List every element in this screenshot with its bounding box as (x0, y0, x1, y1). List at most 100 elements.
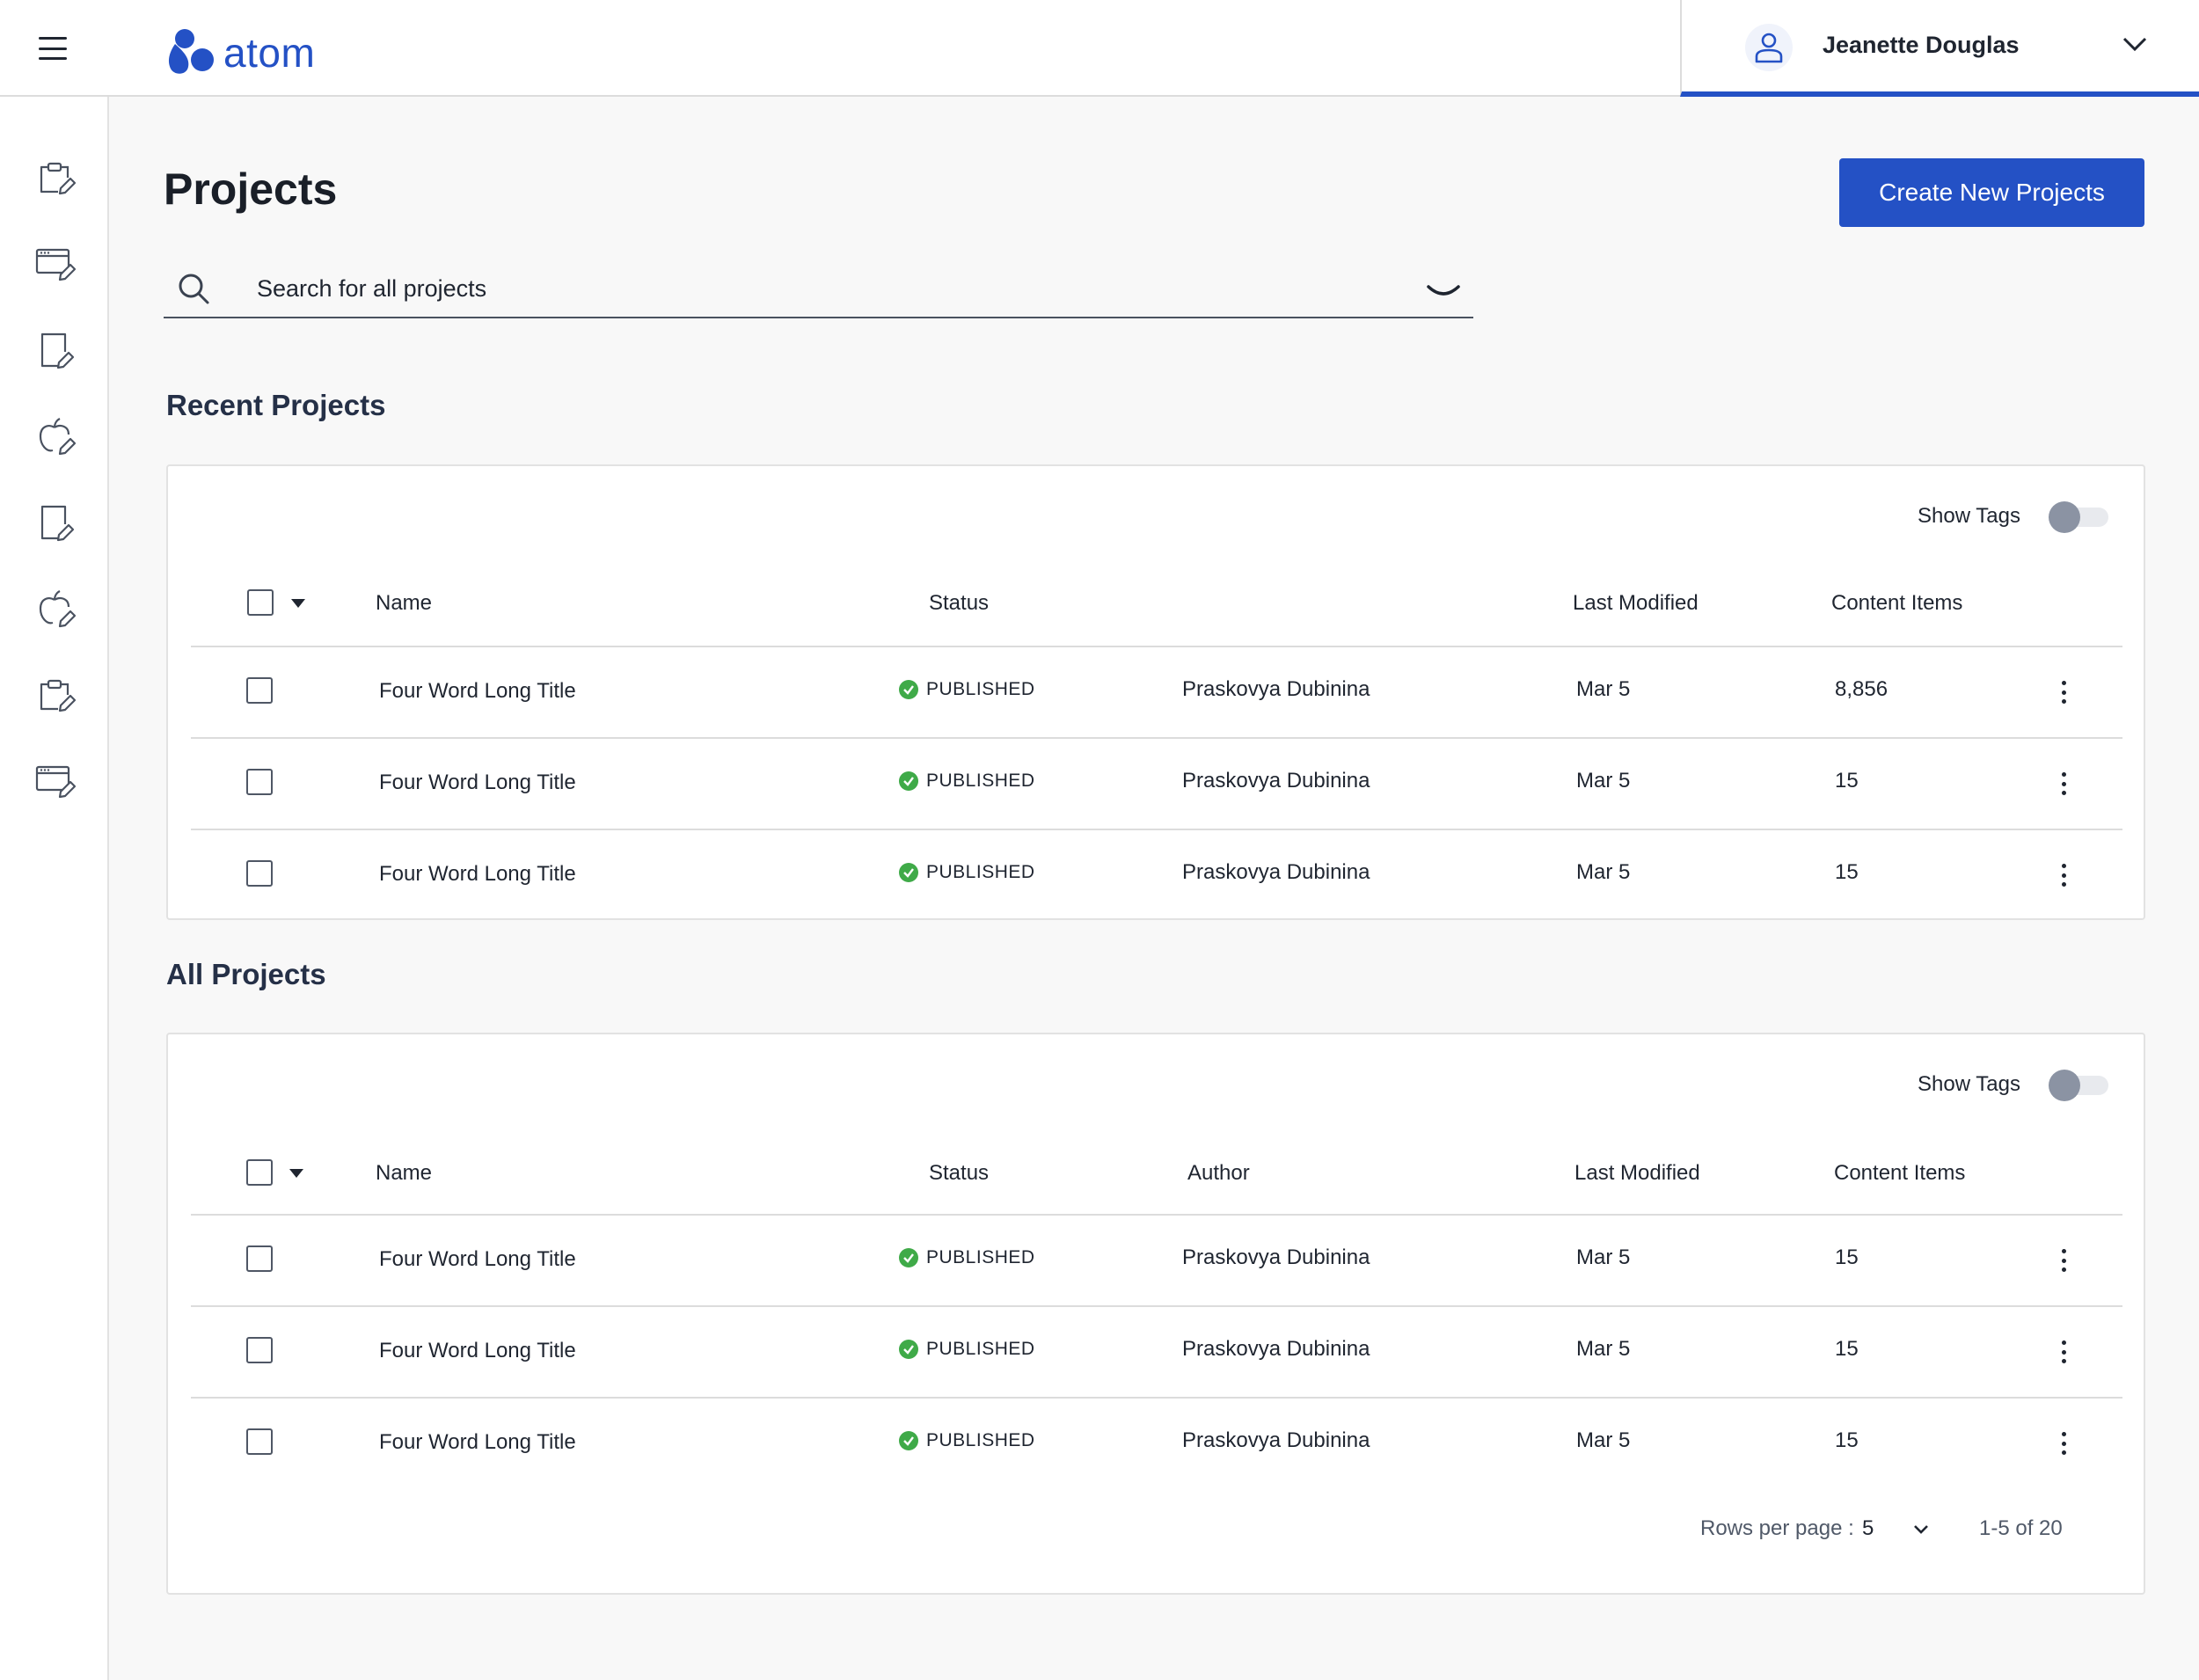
browser-edit-icon (35, 765, 77, 799)
sidebar-item-apple-edit[interactable] (33, 415, 77, 457)
table-header: Name Status Last Modified Content Items (191, 559, 2122, 647)
all-projects-table: Show Tags Name Status Author Last Modifi… (166, 1033, 2145, 1595)
logo-wordmark: atom (223, 30, 316, 76)
caret-down-icon[interactable] (291, 599, 305, 608)
table-header: Name Status Author Last Modified Content… (191, 1128, 2122, 1216)
document-edit-icon (40, 332, 75, 369)
user-name: Jeanette Douglas (1823, 32, 2020, 58)
project-name[interactable]: Four Word Long Title (379, 1430, 576, 1454)
status-text: PUBLISHED (926, 679, 1035, 699)
row-checkbox[interactable] (246, 677, 273, 704)
hamburger-menu-icon[interactable] (39, 37, 67, 60)
caret-down-icon[interactable] (289, 1169, 303, 1178)
content-items-count: 15 (1835, 860, 1859, 884)
sidebar-item-document-edit-2[interactable] (33, 501, 76, 544)
more-options-icon[interactable] (2055, 1337, 2072, 1367)
chevron-down-icon[interactable] (1911, 1523, 1931, 1536)
more-options-icon[interactable] (2055, 860, 2072, 890)
content-items-count: 15 (1835, 1245, 1859, 1269)
last-modified: Mar 5 (1576, 769, 1631, 793)
search-input[interactable] (257, 271, 1400, 306)
top-bar: atom Jeanette Douglas (0, 0, 2199, 97)
search-icon (179, 274, 209, 304)
column-header-last-modified[interactable]: Last Modified (1573, 591, 1699, 615)
last-modified: Mar 5 (1576, 1428, 1631, 1452)
recent-projects-heading: Recent Projects (166, 389, 386, 421)
status-badge: PUBLISHED (899, 1247, 1035, 1268)
author: Praskovya Dubinina (1182, 860, 1370, 884)
status-badge: PUBLISHED (899, 1339, 1035, 1360)
sidebar-item-apple-edit-2[interactable] (33, 588, 77, 630)
document-edit-icon (40, 505, 75, 542)
sidebar-item-browser-edit-2[interactable] (33, 760, 77, 802)
check-circle-icon (899, 1431, 918, 1450)
column-header-author[interactable]: Author (1187, 1161, 1250, 1185)
column-header-content-items[interactable]: Content Items (1834, 1161, 1966, 1185)
project-name[interactable]: Four Word Long Title (379, 1339, 576, 1362)
search-bar (164, 262, 1473, 318)
author: Praskovya Dubinina (1182, 769, 1370, 793)
select-all-checkbox[interactable] (247, 589, 274, 616)
rows-per-page-value[interactable]: 5 (1862, 1516, 1874, 1540)
more-options-icon[interactable] (2055, 1245, 2072, 1275)
sidebar-item-clipboard-edit[interactable] (33, 157, 77, 199)
check-circle-icon (899, 1340, 918, 1359)
table-row[interactable]: Four Word Long Title PUBLISHED Praskovya… (191, 1307, 2122, 1399)
row-checkbox[interactable] (246, 860, 273, 887)
last-modified: Mar 5 (1576, 1337, 1631, 1361)
more-options-icon[interactable] (2055, 769, 2072, 799)
show-tags-label: Show Tags (1918, 1072, 2020, 1096)
user-menu[interactable]: Jeanette Douglas (1680, 0, 2199, 97)
status-badge: PUBLISHED (899, 1430, 1035, 1451)
table-row[interactable]: Four Word Long Title PUBLISHED Praskovya… (191, 1399, 2122, 1490)
column-header-status[interactable]: Status (929, 1161, 990, 1185)
project-name[interactable]: Four Word Long Title (379, 862, 576, 886)
more-options-icon[interactable] (2055, 677, 2072, 707)
chevron-down-icon[interactable] (1427, 281, 1460, 301)
show-tags-toggle[interactable] (2049, 501, 2108, 533)
row-checkbox[interactable] (246, 1245, 273, 1272)
row-checkbox[interactable] (246, 1337, 273, 1363)
chevron-down-icon[interactable] (2122, 35, 2148, 53)
atom-logo[interactable]: atom (164, 23, 315, 76)
sidebar (0, 97, 109, 1680)
show-tags-toggle[interactable] (2049, 1070, 2108, 1101)
column-header-status[interactable]: Status (929, 591, 990, 615)
status-text: PUBLISHED (926, 1430, 1035, 1450)
check-circle-icon (899, 771, 918, 791)
table-row[interactable]: Four Word Long Title PUBLISHED Praskovya… (191, 1216, 2122, 1307)
last-modified: Mar 5 (1576, 677, 1631, 701)
check-circle-icon (899, 680, 918, 699)
rows-per-page-label: Rows per page : (1700, 1516, 1854, 1540)
avatar (1745, 24, 1793, 71)
check-circle-icon (899, 1248, 918, 1267)
recent-projects-table: Show Tags Name Status Last Modified Cont… (166, 464, 2145, 920)
sidebar-item-clipboard-edit-2[interactable] (33, 674, 77, 716)
more-options-icon[interactable] (2055, 1428, 2072, 1458)
select-all-checkbox[interactable] (246, 1159, 273, 1186)
table-row[interactable]: Four Word Long Title PUBLISHED Praskovya… (191, 739, 2122, 830)
row-checkbox[interactable] (246, 1428, 273, 1455)
column-header-name[interactable]: Name (376, 591, 433, 615)
project-name[interactable]: Four Word Long Title (379, 1247, 576, 1271)
apple-edit-icon (39, 590, 77, 628)
author: Praskovya Dubinina (1182, 1245, 1370, 1269)
project-name[interactable]: Four Word Long Title (379, 679, 576, 703)
show-tags-label: Show Tags (1918, 504, 2020, 528)
content-items-count: 15 (1835, 769, 1859, 793)
row-checkbox[interactable] (246, 769, 273, 795)
status-badge: PUBLISHED (899, 771, 1035, 792)
sidebar-item-document-edit[interactable] (33, 329, 76, 371)
author: Praskovya Dubinina (1182, 1428, 1370, 1452)
status-badge: PUBLISHED (899, 679, 1035, 700)
clipboard-edit-icon (40, 162, 77, 195)
project-name[interactable]: Four Word Long Title (379, 771, 576, 794)
user-icon (1755, 33, 1783, 63)
column-header-name[interactable]: Name (376, 1161, 433, 1185)
table-row[interactable]: Four Word Long Title PUBLISHED Praskovya… (191, 647, 2122, 739)
create-new-projects-button[interactable]: Create New Projects (1839, 158, 2144, 227)
sidebar-item-browser-edit[interactable] (33, 243, 77, 285)
column-header-content-items[interactable]: Content Items (1831, 591, 1963, 615)
table-row[interactable]: Four Word Long Title PUBLISHED Praskovya… (191, 830, 2122, 922)
column-header-last-modified[interactable]: Last Modified (1574, 1161, 1700, 1185)
